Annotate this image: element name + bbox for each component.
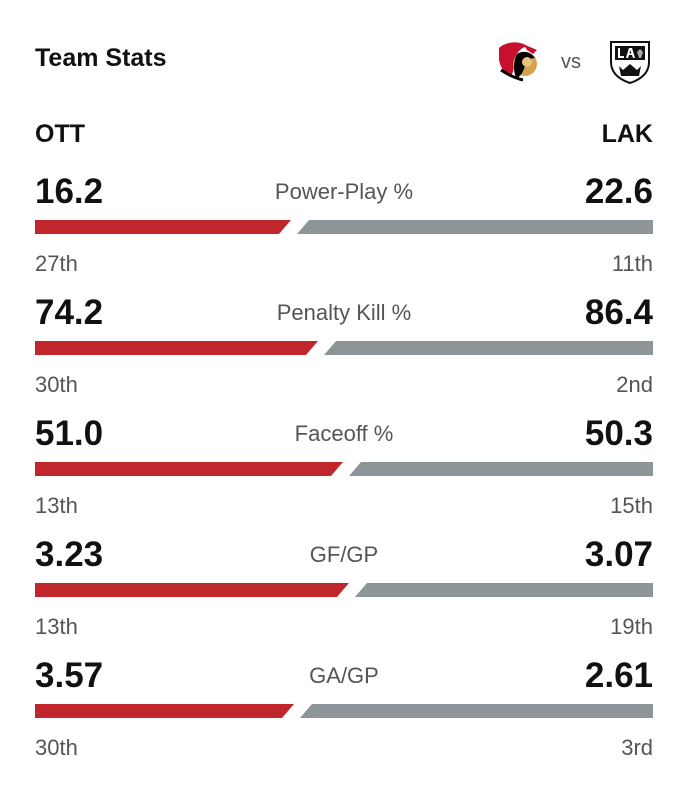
away-stat-rank: 15th xyxy=(610,493,653,518)
home-stat-rank: 30th xyxy=(35,735,78,760)
home-stat-bar xyxy=(35,220,291,234)
vs-label: vs xyxy=(561,50,581,73)
stat-comparison-bar xyxy=(35,583,653,597)
away-stat-value: 50.3 xyxy=(584,414,653,453)
stat-comparison-bar xyxy=(35,220,653,234)
stat-row: 16.2 Power-Play % 22.6 27th 11th xyxy=(35,172,653,282)
home-stat-value: 16.2 xyxy=(35,172,104,211)
ottawa-senators-logo-icon xyxy=(499,42,537,82)
home-stat-rank: 30th xyxy=(35,372,78,397)
home-stat-rank: 27th xyxy=(35,251,78,276)
stat-row: 74.2 Penalty Kill % 86.4 30th 2nd xyxy=(35,293,653,403)
home-stat-bar xyxy=(35,583,349,597)
home-stat-value: 3.57 xyxy=(35,656,104,695)
team-stats-header: Team Stats vs xyxy=(35,40,653,84)
home-stat-bar xyxy=(35,341,318,355)
stat-comparison-bar xyxy=(35,704,653,718)
home-stat-value: 74.2 xyxy=(35,293,104,332)
stat-row: 3.57 GA/GP 2.61 30th 3rd xyxy=(35,656,653,766)
stat-comparison-bar xyxy=(35,341,653,355)
away-stat-value: 3.07 xyxy=(584,535,653,574)
away-stat-value: 22.6 xyxy=(584,172,653,211)
away-stat-bar xyxy=(349,462,653,476)
los-angeles-kings-logo-icon xyxy=(610,41,650,84)
home-stat-bar xyxy=(35,704,294,718)
away-stat-rank: 3rd xyxy=(621,735,653,760)
home-stat-rank: 13th xyxy=(35,614,78,639)
stat-label: Penalty Kill % xyxy=(276,300,412,325)
away-stat-rank: 2nd xyxy=(616,372,653,397)
page-title: Team Stats xyxy=(35,44,167,72)
away-stat-value: 2.61 xyxy=(584,656,653,695)
stat-comparison-bar xyxy=(35,462,653,476)
home-stat-rank: 13th xyxy=(35,493,78,518)
away-stat-bar xyxy=(297,220,653,234)
stat-label: Power-Play % xyxy=(274,179,414,204)
matchup-logos: vs xyxy=(493,40,653,84)
stat-label: GF/GP xyxy=(309,542,379,567)
away-stat-bar xyxy=(300,704,653,718)
home-stat-value: 51.0 xyxy=(35,414,104,453)
away-team-abbr: LAK xyxy=(601,120,653,148)
away-stat-value: 86.4 xyxy=(584,293,653,332)
away-stat-bar xyxy=(324,341,653,355)
away-stat-rank: 19th xyxy=(610,614,653,639)
stat-label: Faceoff % xyxy=(294,421,394,446)
home-stat-bar xyxy=(35,462,343,476)
team-names-row: OTT LAK xyxy=(35,120,653,150)
stat-row: 3.23 GF/GP 3.07 13th 19th xyxy=(35,535,653,645)
stat-label: GA/GP xyxy=(309,663,379,688)
away-stat-rank: 11th xyxy=(611,251,653,276)
home-team-abbr: OTT xyxy=(35,120,85,148)
stat-row: 51.0 Faceoff % 50.3 13th 15th xyxy=(35,414,653,524)
home-stat-value: 3.23 xyxy=(35,535,104,574)
away-stat-bar xyxy=(355,583,653,597)
